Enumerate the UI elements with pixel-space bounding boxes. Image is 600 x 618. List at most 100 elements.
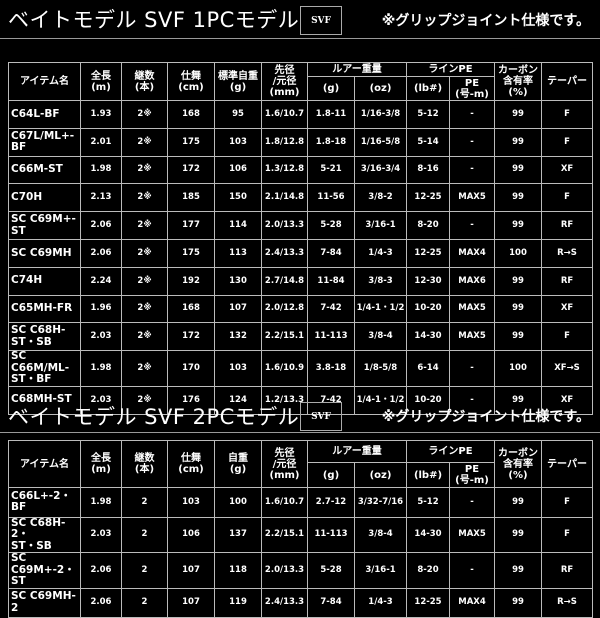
cell-carbon-content: 99	[494, 100, 543, 129]
header-carbon: カーボン 含有率 (%)	[494, 62, 543, 101]
table-row: C70H 2.13 2※ 185 150 2.1/14.8 11-56 3/8-2 12-25 M…	[8, 183, 594, 213]
cell-pieces: 2	[121, 487, 168, 518]
cell-line-lb: 14-30	[406, 322, 450, 352]
header-lure-g: (g)	[307, 76, 355, 101]
cell-lure-weight-g: 5-21	[307, 155, 355, 185]
cell-carbon-content: 99	[494, 211, 543, 240]
cell-carbon-content: 99	[494, 183, 543, 213]
cell-item-name: C65MH-FR	[8, 294, 81, 324]
table-row: SC C69MH 2.06 2※ 175 113 2.4/13.3 7-84 1/4-3 12-…	[8, 238, 594, 268]
cell-pieces: 2※	[121, 266, 168, 296]
cell-taper: R→S	[541, 238, 594, 268]
cell-lure-weight-g: 7-84	[307, 238, 355, 268]
cell-lure-weight-g: 3.8-18	[307, 350, 355, 387]
table-row: C74H 2.24 2※ 192 130 2.7/14.8 11-84 3/8-3 12-30 M…	[8, 266, 594, 296]
cell-length: 1.98	[80, 155, 122, 185]
cell-line-lb: 14-30	[406, 516, 450, 554]
header-weight: 標準自重 (g)	[214, 62, 262, 101]
section1-title: ベイトモデル SVF 1PCモデル	[8, 8, 300, 32]
cell-lure-weight-oz: 3/8-2	[354, 183, 407, 213]
cell-item-name: C67L/ML+-BF	[8, 127, 81, 157]
cell-item-name: C66L+-2・BF	[8, 487, 81, 518]
spec-table-2pc: アイテム名 全長 (m) 継数 (本) 仕舞 (cm) 自重 (g) 先径 /元…	[8, 440, 594, 618]
cell-closed-length: 177	[167, 211, 215, 240]
cell-lure-weight-g: 11-113	[307, 516, 355, 554]
cell-length: 2.03	[80, 322, 122, 352]
cell-closed-length: 168	[167, 294, 215, 324]
table-row: SC C68H- ST・SB 2.03 2※ 172 132 2.2/15.1 11-113…	[8, 322, 594, 352]
cell-pieces: 2※	[121, 385, 168, 415]
cell-pieces: 2※	[121, 350, 168, 387]
cell-weight: 137	[214, 516, 262, 554]
cell-tip-butt-diameter: 2.2/15.1	[261, 516, 308, 554]
cell-lure-weight-g: 1.8-18	[307, 127, 355, 157]
cell-line-lb: 8-16	[406, 155, 450, 185]
cell-length: 2.01	[80, 127, 122, 157]
cell-line-lb: 12-25	[406, 183, 450, 213]
cell-carbon-content: 100	[494, 350, 543, 387]
cell-line-pe: -	[448, 385, 496, 415]
cell-pieces: 2※	[121, 322, 168, 352]
cell-lure-weight-g: 11-84	[307, 266, 355, 296]
cell-closed-length: 172	[167, 155, 215, 185]
cell-pieces: 2※	[121, 238, 168, 268]
cell-lure-weight-oz: 1/4-1・1/2	[354, 385, 407, 415]
cell-weight: 150	[214, 183, 262, 213]
header-item: アイテム名	[8, 440, 81, 488]
cell-line-lb: 12-30	[406, 266, 450, 296]
divider	[0, 432, 600, 433]
cell-taper: RF	[541, 266, 594, 296]
cell-weight: 132	[214, 322, 262, 352]
cell-line-pe: -	[448, 350, 496, 387]
cell-line-pe: -	[448, 211, 496, 240]
cell-weight: 118	[214, 552, 262, 589]
cell-tip-butt-diameter: 2.7/14.8	[261, 266, 308, 296]
cell-weight: 130	[214, 266, 262, 296]
header-closed-length: 仕舞 (cm)	[167, 440, 215, 488]
cell-line-lb: 12-25	[406, 587, 450, 618]
table-row: C67L/ML+-BF 2.01 2※ 175 103 1.8/12.8 1.8-18 1/1…	[8, 127, 594, 157]
cell-tip-butt-diameter: 2.1/14.8	[261, 183, 308, 213]
cell-line-lb: 5-12	[406, 100, 450, 129]
cell-tip-butt-diameter: 2.4/13.3	[261, 587, 308, 618]
cell-lure-weight-oz: 3/8-4	[354, 322, 407, 352]
cell-line-lb: 6-14	[406, 350, 450, 387]
cell-line-pe: MAX6	[448, 266, 496, 296]
header-length: 全長 (m)	[80, 440, 122, 488]
cell-line-pe: -	[448, 100, 496, 129]
cell-weight: 113	[214, 238, 262, 268]
cell-taper: F	[541, 487, 594, 518]
cell-item-name: SC C69M+-ST	[8, 211, 81, 240]
cell-lure-weight-oz: 1/4-3	[354, 238, 407, 268]
cell-length: 2.06	[80, 211, 122, 240]
cell-item-name: C74H	[8, 266, 81, 296]
table-row: C66M-ST 1.98 2※ 172 106 1.3/12.8 5-21 3/16-3/4 8…	[8, 155, 594, 185]
header-line-pe: PE (号-m)	[448, 76, 496, 101]
cell-tip-butt-diameter: 2.0/13.3	[261, 552, 308, 589]
cell-taper: XF→S	[541, 350, 594, 387]
cell-lure-weight-g: 7-42	[307, 294, 355, 324]
cell-item-name: SC C69MH	[8, 238, 81, 268]
cell-lure-weight-g: 7-84	[307, 587, 355, 618]
cell-lure-weight-oz: 3/16-1	[354, 211, 407, 240]
cell-carbon-content: 99	[494, 322, 543, 352]
cell-taper: RF	[541, 552, 594, 589]
table-row: C64L-BF 1.93 2※ 168 95 1.6/10.7 1.8-11 1/16-3/8…	[8, 100, 594, 129]
cell-taper: XF	[541, 385, 594, 415]
cell-length: 1.96	[80, 294, 122, 324]
cell-weight: 103	[214, 350, 262, 387]
cell-pieces: 2※	[121, 100, 168, 129]
cell-taper: F	[541, 100, 594, 129]
cell-pieces: 2※	[121, 127, 168, 157]
cell-lure-weight-oz: 3/8-4	[354, 516, 407, 554]
cell-taper: F	[541, 183, 594, 213]
header-lure-oz: (oz)	[354, 462, 407, 488]
cell-tip-butt-diameter: 2.0/13.3	[261, 211, 308, 240]
cell-closed-length: 106	[167, 516, 215, 554]
cell-weight: 100	[214, 487, 262, 518]
header-carbon: カーボン 含有率 (%)	[494, 440, 543, 488]
cell-pieces: 2	[121, 516, 168, 554]
cell-carbon-content: 99	[494, 266, 543, 296]
cell-carbon-content: 99	[494, 552, 543, 589]
cell-lure-weight-g: 1.8-11	[307, 100, 355, 129]
